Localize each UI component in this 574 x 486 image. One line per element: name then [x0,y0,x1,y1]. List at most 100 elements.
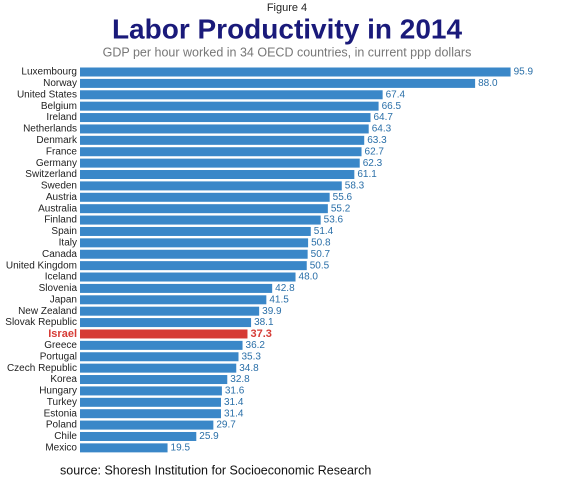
value-label: 34.8 [239,363,259,374]
bar [80,215,321,225]
y-tick-label: Japan [50,294,77,305]
source-note: source: Shoresh Institution for Socioeco… [60,463,371,477]
bar [80,306,260,316]
y-tick-label: Canada [42,249,77,260]
y-tick-label: Poland [46,420,77,431]
chart-subtitle: GDP per hour worked in 34 OECD countries… [103,45,472,59]
value-label: 39.9 [262,306,282,317]
bar [80,226,311,236]
value-label: 53.6 [324,215,344,226]
value-label: 31.4 [224,408,244,419]
bar [80,124,369,134]
y-tick-label: Netherlands [23,124,77,135]
y-tick-label: Denmark [36,135,78,146]
bar [80,375,228,385]
y-tick-label: Italy [59,237,77,248]
bar [80,295,267,305]
value-label: 32.8 [230,374,250,385]
y-tick-label: Estonia [44,408,78,419]
y-tick-label: New Zealand [18,306,77,317]
bar [80,409,221,419]
bar [80,192,330,202]
bar [80,329,248,339]
bar [80,135,365,145]
y-tick-label: Spain [51,226,77,237]
bar [80,261,307,271]
y-tick-label: Ireland [46,112,77,123]
y-tick-label: Turkey [47,397,77,408]
value-label: 36.2 [246,340,266,351]
value-label: 50.8 [311,237,331,248]
y-tick-label: Belgium [41,101,77,112]
value-label: 51.4 [314,226,334,237]
y-tick-label: Luxembourg [21,67,77,78]
y-tick-label: Finland [44,215,77,226]
y-tick-label: Sweden [41,181,77,192]
bar [80,352,239,362]
value-label: 38.1 [254,317,274,328]
bar [80,386,222,396]
value-label: 35.3 [241,351,261,362]
bar [80,238,309,248]
y-tick-label: Chile [54,431,77,442]
value-label: 55.6 [333,192,353,203]
bar [80,283,273,293]
value-label: 50.5 [310,260,330,271]
bar [80,363,237,373]
y-tick-label: Austria [46,192,78,203]
value-label: 63.3 [367,135,387,146]
y-tick-label: United States [17,89,77,100]
y-tick-label: France [46,146,78,157]
y-tick-label: Slovak Republic [5,317,77,328]
bar [80,340,243,350]
y-tick-label: Switzerland [25,169,77,180]
y-tick-label: United Kingdom [6,260,77,271]
bar [80,78,476,88]
chart-title: Labor Productivity in 2014 [112,13,463,44]
value-label: 48.0 [299,272,319,283]
bar [80,249,308,259]
bar [80,431,197,441]
value-label: 58.3 [345,181,365,192]
bar [80,158,360,168]
y-tick-label: Korea [50,374,77,385]
value-label: 88.0 [478,78,498,89]
y-tick-label: Iceland [45,272,77,283]
value-label: 42.8 [275,283,295,294]
value-label: 95.9 [514,67,534,78]
value-label: 62.3 [363,158,383,169]
bar [80,67,511,77]
y-tick-label: Mexico [45,443,77,454]
y-tick-label: Germany [36,158,77,169]
value-label: 29.7 [216,420,236,431]
bar [80,113,371,123]
value-label: 64.7 [374,112,394,123]
y-tick-label: Israel [48,328,77,340]
value-label: 19.5 [171,443,191,454]
value-label: 55.2 [331,203,351,214]
value-label: 66.5 [382,101,402,112]
y-tick-label: Greece [44,340,77,351]
value-label: 64.3 [372,124,392,135]
bar [80,170,355,180]
y-tick-label: Norway [43,78,77,89]
value-label: 25.9 [199,431,219,442]
bar [80,397,221,407]
value-label: 50.7 [311,249,331,260]
value-label: 31.4 [224,397,244,408]
figure-label: Figure 4 [267,2,307,14]
bar [80,101,379,111]
y-tick-label: Hungary [39,386,77,397]
value-label: 31.6 [225,386,245,397]
bar [80,443,168,453]
bar [80,181,342,191]
bar [80,90,383,100]
y-tick-label: Slovenia [39,283,78,294]
y-tick-label: Portugal [40,351,77,362]
value-label: 41.5 [269,294,289,305]
value-label: 67.4 [386,89,406,100]
bar [80,204,328,214]
value-label: 37.3 [250,328,271,340]
value-label: 62.7 [365,146,385,157]
